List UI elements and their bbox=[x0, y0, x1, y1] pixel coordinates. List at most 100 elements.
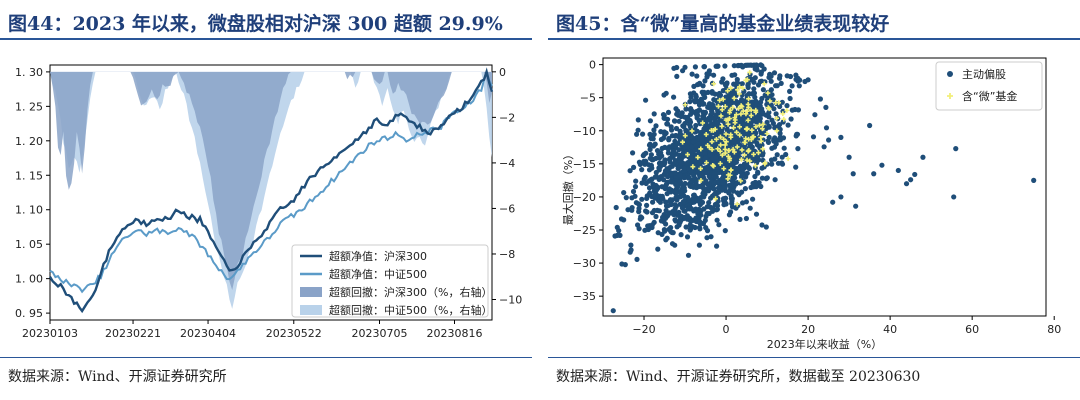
scatter-point-micro bbox=[749, 127, 755, 133]
scatter-point bbox=[702, 150, 708, 156]
scatter-point bbox=[853, 203, 859, 209]
scatter-point-micro bbox=[712, 126, 718, 132]
scatter-point bbox=[621, 217, 627, 223]
scatter-point bbox=[666, 144, 672, 150]
scatter-point bbox=[714, 243, 720, 249]
right-source-note: 数据来源：Wind、开源证券研究所，数据截至 20230630 bbox=[556, 369, 921, 385]
right-y-tick-label: 0 bbox=[499, 66, 506, 79]
scatter-point bbox=[641, 176, 647, 182]
scatter-point bbox=[628, 247, 634, 253]
scatter-point bbox=[706, 182, 712, 188]
scatter-point-micro bbox=[736, 106, 741, 111]
scatter-point bbox=[746, 91, 752, 97]
scatter-point bbox=[652, 195, 658, 201]
scatter-point-micro bbox=[680, 139, 685, 145]
right-figure-panel: 图45：含“微”量高的基金业绩表现较好 −20 0 20 40 60 80 0 −5 −10 −1… bbox=[548, 0, 1080, 400]
scatter-point bbox=[752, 179, 758, 185]
legend-label: 超额净值：中证500 bbox=[329, 267, 427, 281]
scatter-point bbox=[731, 81, 737, 87]
scatter-point bbox=[716, 189, 722, 195]
scatter-point bbox=[730, 188, 736, 194]
scatter-point bbox=[649, 222, 655, 228]
scatter-point bbox=[661, 227, 667, 233]
scatter-point bbox=[758, 183, 764, 190]
scatter-point-micro bbox=[721, 166, 727, 172]
scatter-point bbox=[736, 166, 742, 172]
scatter-point bbox=[740, 173, 746, 179]
scatter-point bbox=[662, 157, 668, 164]
scatter-point bbox=[704, 186, 710, 192]
scatter-point-micro bbox=[725, 121, 731, 127]
right-y-tick-label: −4 bbox=[499, 157, 515, 170]
scatter-point-micro bbox=[710, 162, 716, 168]
scatter-point bbox=[680, 199, 686, 205]
scatter-point bbox=[779, 99, 785, 105]
scatter-point bbox=[810, 134, 817, 140]
scatter-point-micro bbox=[753, 163, 758, 169]
scatter-point-micro bbox=[753, 107, 759, 113]
scatter-point bbox=[636, 159, 642, 165]
scatter-point bbox=[672, 242, 678, 248]
scatter-point-micro bbox=[732, 120, 738, 126]
scatter-point bbox=[920, 154, 926, 160]
scatter-point bbox=[701, 64, 707, 70]
scatter-point-micro bbox=[738, 111, 744, 117]
scatter-point bbox=[724, 80, 730, 86]
legend-label: 含“微”基金 bbox=[962, 89, 1017, 103]
scatter-point bbox=[677, 172, 683, 178]
scatter-point bbox=[716, 222, 722, 228]
scatter-point bbox=[714, 202, 720, 208]
scatter-point-micro bbox=[739, 147, 745, 153]
scatter-point-micro bbox=[709, 147, 715, 152]
scatter-point bbox=[838, 134, 844, 140]
scatter-point bbox=[748, 62, 754, 68]
scatter-point bbox=[658, 174, 664, 180]
scatter-point bbox=[772, 177, 778, 183]
x-tick-label: 20230522 bbox=[266, 327, 322, 340]
scatter-point bbox=[694, 112, 700, 118]
scatter-point bbox=[753, 211, 760, 217]
scatter-point bbox=[711, 72, 717, 78]
scatter-point bbox=[713, 207, 719, 213]
scatter-point-micro bbox=[682, 102, 688, 108]
x-tick-label: 20230221 bbox=[105, 327, 161, 340]
scatter-point bbox=[774, 152, 780, 158]
scatter-point-micro bbox=[746, 96, 751, 102]
left-source-note: 数据来源：Wind、开源证券研究所 bbox=[8, 369, 227, 385]
scatter-point bbox=[723, 195, 729, 201]
scatter-point bbox=[639, 215, 645, 221]
scatter-point bbox=[701, 206, 707, 212]
scatter-point-micro bbox=[734, 112, 739, 118]
scatter-point bbox=[691, 192, 697, 198]
scatter-point-micro bbox=[690, 164, 696, 170]
scatter-point bbox=[709, 208, 716, 214]
scatter-point bbox=[754, 63, 760, 69]
scatter-point bbox=[697, 219, 703, 225]
scatter-point-micro bbox=[784, 108, 790, 113]
scatter-point-micro bbox=[721, 136, 727, 142]
scatter-point bbox=[665, 174, 671, 180]
scatter-point bbox=[663, 237, 669, 243]
scatter-point bbox=[651, 131, 657, 137]
scatter-point bbox=[769, 145, 775, 151]
scatter-point bbox=[643, 158, 649, 164]
scatter-point bbox=[710, 105, 717, 111]
scatter-point-micro bbox=[723, 139, 729, 145]
scatter-point bbox=[776, 137, 782, 143]
scatter-point bbox=[701, 89, 707, 95]
scatter-point bbox=[673, 106, 679, 112]
scatter-point bbox=[743, 199, 749, 205]
left-y-tick-label: 1. 00 bbox=[15, 273, 43, 286]
scatter-point-micro bbox=[731, 149, 737, 155]
legend-swatch bbox=[300, 287, 322, 297]
scatter-point bbox=[688, 206, 694, 212]
scatter-point bbox=[686, 130, 692, 137]
scatter-point bbox=[631, 164, 637, 170]
scatter-point bbox=[690, 139, 696, 145]
scatter-point bbox=[647, 177, 654, 183]
scatter-point bbox=[656, 208, 662, 214]
scatter-point bbox=[775, 124, 781, 130]
scatter-point-micro bbox=[704, 160, 709, 166]
scatter-point bbox=[711, 97, 717, 103]
